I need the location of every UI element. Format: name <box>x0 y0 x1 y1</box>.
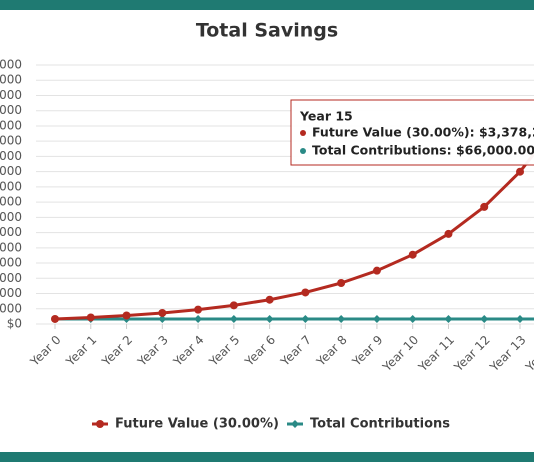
point <box>229 301 238 310</box>
point <box>301 288 310 297</box>
diamond-marker <box>480 314 489 323</box>
y-tick-label: $1,400,000 <box>0 210 22 224</box>
tooltip: Year 15 Future Value (30.00%): $3,378,26… <box>290 99 534 166</box>
y-tick-label: $3,200,000 <box>0 73 22 87</box>
x-tick-label: Year 2 <box>98 333 135 370</box>
tooltip-line: Future Value (30.00%): $3,378,268.94 <box>312 125 534 140</box>
y-tick-label: $400,000 <box>0 286 22 300</box>
x-tick-label: Year 7 <box>277 333 314 370</box>
y-tick-label: $1,600,000 <box>0 195 22 209</box>
diamond-marker <box>444 314 453 323</box>
chart-title: Total Savings <box>196 20 338 42</box>
tooltip-dot <box>300 130 306 136</box>
legend-marker <box>291 420 299 428</box>
x-tick-label: Year 13 <box>487 333 529 375</box>
x-tick-label: Year 11 <box>415 333 457 375</box>
tooltip-header: Year 15 <box>299 109 353 124</box>
point <box>86 313 95 322</box>
y-tick-label: $2,200,000 <box>0 149 22 163</box>
x-tick-label: Year 10 <box>379 333 421 375</box>
tooltip-line: Total Contributions: $66,000.00 <box>312 143 534 158</box>
diamond-marker <box>337 314 346 323</box>
y-tick-label: $1,800,000 <box>0 179 22 193</box>
point <box>158 308 167 317</box>
legend: Future Value (30.00%) Total Contributions <box>92 417 450 432</box>
diamond-marker <box>301 314 310 323</box>
y-tick-label: $2,400,000 <box>0 134 22 148</box>
point <box>408 250 417 259</box>
point <box>480 202 489 211</box>
point <box>122 311 131 320</box>
tooltip-box <box>290 99 534 166</box>
y-tick-label: $1,200,000 <box>0 225 22 239</box>
point <box>194 305 203 314</box>
y-tick-label: $1,000,000 <box>0 240 22 254</box>
point <box>516 167 525 176</box>
y-tick-label: $600,000 <box>0 271 22 285</box>
x-tick-label: Year 12 <box>451 333 493 375</box>
x-tick-label: Year 8 <box>313 333 350 370</box>
y-tick-label: $200,000 <box>0 301 22 315</box>
diamond-marker <box>372 314 381 323</box>
diamond-marker <box>158 314 167 323</box>
x-tick-label: Year 5 <box>206 333 243 370</box>
point <box>51 314 59 323</box>
legend-label: Total Contributions <box>310 417 450 432</box>
point <box>372 266 381 275</box>
legend-label: Future Value (30.00%) <box>115 417 279 432</box>
y-tick-label: $0 <box>7 317 22 331</box>
diamond-marker <box>516 314 525 323</box>
x-tick-label: Year 6 <box>242 333 279 370</box>
diamond-marker <box>408 314 417 323</box>
bottom-band <box>0 452 534 462</box>
point <box>337 278 346 287</box>
series-line <box>54 151 534 321</box>
top-band <box>0 0 534 10</box>
y-tick-label: $3,400,000 <box>0 58 22 72</box>
legend-marker <box>96 420 104 428</box>
x-tick-label: Year 1 <box>63 333 100 370</box>
diamond-marker <box>229 314 238 323</box>
y-tick-label: $2,800,000 <box>0 103 22 117</box>
x-tick-label: Year 3 <box>134 333 171 370</box>
x-tick-label: Year 4 <box>170 333 207 370</box>
diamond-marker <box>265 314 274 323</box>
point <box>444 229 453 238</box>
y-tick-label: $2,600,000 <box>0 118 22 132</box>
x-tick-label: Year 0 <box>27 333 64 370</box>
y-tick-label: $3,000,000 <box>0 88 22 102</box>
y-tick-label: $2,000,000 <box>0 164 22 178</box>
diamond-marker <box>194 314 203 323</box>
tooltip-dot <box>300 148 306 154</box>
y-tick-label: $800,000 <box>0 256 22 270</box>
point <box>265 295 274 304</box>
